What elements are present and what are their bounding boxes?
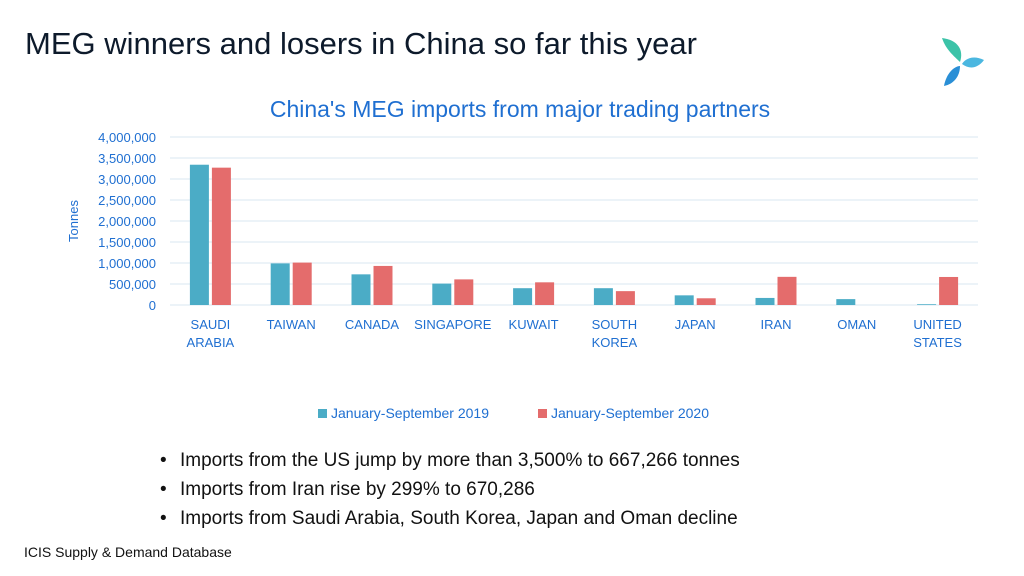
x-tick-label-line: KUWAIT [509, 317, 559, 332]
bar [696, 298, 716, 305]
bar [917, 304, 937, 305]
legend-label: January-September 2019 [331, 405, 489, 421]
bullet-item: • Imports from Iran rise by 299% to 670,2… [160, 479, 535, 500]
bar [593, 288, 613, 305]
source-note: ICIS Supply & Demand Database [24, 544, 232, 560]
bar [189, 164, 209, 305]
bar [351, 274, 371, 305]
x-tick-label: OMAN [837, 317, 876, 332]
y-tick-label: 2,500,000 [98, 193, 156, 208]
bar [674, 295, 694, 305]
bar [513, 288, 533, 305]
x-tick-label-line: SOUTH [592, 317, 638, 332]
legend-swatch [538, 409, 547, 418]
x-tick-label: UNITED STATES [913, 317, 962, 350]
x-tick-label: KUWAIT [509, 317, 559, 332]
bar [454, 279, 474, 305]
icis-logo-icon [942, 38, 984, 86]
x-tick-label-line: SINGAPORE [414, 317, 492, 332]
x-tick-label-line: JAPAN [675, 317, 716, 332]
x-tick-label-line: SAUDI [191, 317, 231, 332]
legend-label: January-September 2020 [551, 405, 709, 421]
bullet-list: • Imports from the US jump by more than 3… [160, 446, 740, 533]
x-tick-label-line: KOREA [592, 335, 638, 350]
bar [755, 297, 775, 305]
x-tick-label: SINGAPORE [414, 317, 492, 332]
legend-swatch [318, 409, 327, 418]
x-tick-label-line: ARABIA [187, 335, 235, 350]
bar [211, 167, 231, 305]
slide-title: MEG winners and losers in China so far t… [25, 26, 697, 61]
bar [270, 263, 290, 305]
y-tick-label: 0 [149, 298, 156, 313]
bullet-item: • Imports from Saudi Arabia, South Korea,… [160, 508, 738, 529]
bullet-item: • Imports from the US jump by more than 3… [160, 450, 740, 471]
bar [939, 276, 959, 305]
bullet-text: Imports from Saudi Arabia, South Korea, … [180, 508, 738, 529]
y-axis-label: Tonnes [66, 200, 81, 242]
bar [836, 299, 856, 305]
y-tick-label: 1,000,000 [98, 256, 156, 271]
x-tick-label: SOUTH KOREA [592, 317, 638, 350]
chart-title: China's MEG imports from major trading p… [270, 96, 770, 122]
x-tick-label-line: STATES [913, 335, 962, 350]
x-tick-label: TAIWAN [267, 317, 316, 332]
x-tick-label: JAPAN [675, 317, 716, 332]
bar [777, 276, 797, 305]
x-tick-label: IRAN [760, 317, 791, 332]
bar [615, 291, 635, 305]
x-tick-label-line: IRAN [760, 317, 791, 332]
x-tick-label-line: TAIWAN [267, 317, 316, 332]
x-tick-label-line: UNITED [913, 317, 961, 332]
x-tick-label: SAUDI ARABIA [187, 317, 235, 350]
bar [535, 282, 555, 305]
y-tick-label: 3,500,000 [98, 151, 156, 166]
bullet-text: Imports from the US jump by more than 3,… [180, 450, 740, 471]
bar [292, 262, 312, 305]
x-tick-label-line: OMAN [837, 317, 876, 332]
bullet-text: Imports from Iran rise by 299% to 670,28… [180, 479, 535, 500]
y-tick-label: 4,000,000 [98, 130, 156, 145]
y-tick-label: 2,000,000 [98, 214, 156, 229]
bar [373, 265, 393, 305]
y-tick-label: 3,000,000 [98, 172, 156, 187]
y-tick-label: 500,000 [109, 277, 156, 292]
y-tick-label: 1,500,000 [98, 235, 156, 250]
bar [432, 283, 452, 305]
x-tick-label: CANADA [345, 317, 400, 332]
x-tick-label-line: CANADA [345, 317, 400, 332]
